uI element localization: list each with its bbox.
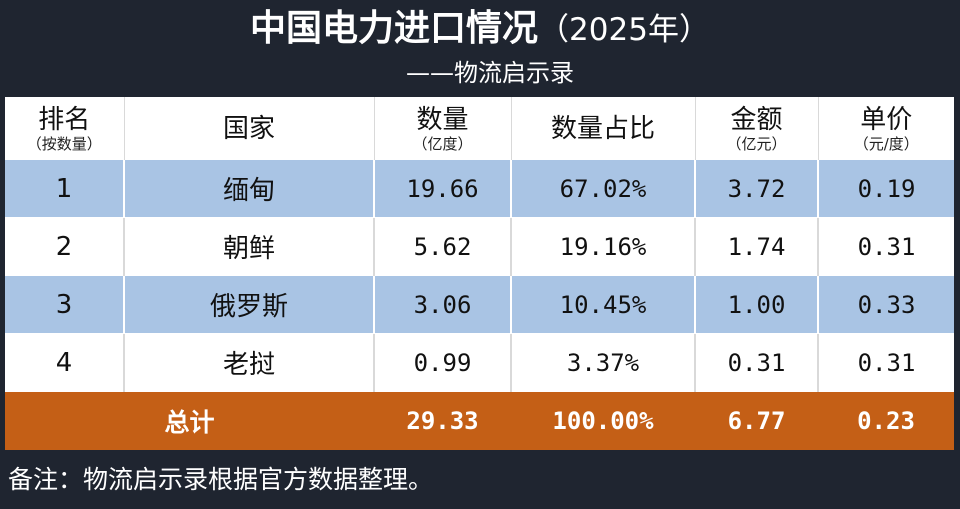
table-row: 2 朝鲜 5.62 19.16% 1.74 0.31 bbox=[5, 217, 954, 276]
cell-rank: 1 bbox=[5, 160, 124, 218]
total-row: 总计 29.33 100.00% 6.77 0.23 bbox=[5, 391, 954, 450]
header-quantity: 数量 （亿度） bbox=[373, 97, 511, 160]
footnote: 备注：物流启示录根据官方数据整理。 bbox=[8, 465, 434, 494]
cell-country: 缅甸 bbox=[123, 160, 374, 218]
cell-country: 俄罗斯 bbox=[123, 275, 374, 334]
cell-amount: 1.74 bbox=[694, 217, 818, 276]
total-share: 100.00% bbox=[511, 391, 695, 450]
total-unit-price: 0.23 bbox=[818, 391, 954, 450]
page-subtitle: ——物流启示录 bbox=[406, 59, 574, 87]
cell-rank: 3 bbox=[5, 275, 124, 334]
header-country: 国家 bbox=[123, 97, 374, 160]
cell-share: 67.02% bbox=[510, 160, 695, 218]
page-title: 中国电力进口情况（2025年） bbox=[0, 6, 960, 53]
total-amount: 6.77 bbox=[695, 391, 818, 450]
cell-quantity: 3.06 bbox=[373, 275, 511, 334]
cell-unit-price: 0.31 bbox=[817, 333, 954, 392]
cell-quantity: 5.62 bbox=[373, 217, 511, 276]
title-year: （2025年） bbox=[538, 12, 710, 48]
cell-quantity: 19.66 bbox=[373, 160, 511, 218]
table-row: 4 老挝 0.99 3.37% 0.31 0.31 bbox=[5, 333, 954, 392]
electricity-import-table: 排名 （按数量） 国家 数量 （亿度） 数量占比 金额 （亿元） 单价 （元/度… bbox=[5, 97, 954, 450]
table-header-row: 排名 （按数量） 国家 数量 （亿度） 数量占比 金额 （亿元） 单价 （元/度… bbox=[5, 97, 954, 160]
cell-unit-price: 0.31 bbox=[817, 217, 954, 276]
cell-rank: 4 bbox=[5, 333, 124, 392]
table-row: 1 缅甸 19.66 67.02% 3.72 0.19 bbox=[5, 160, 954, 218]
cell-amount: 0.31 bbox=[694, 333, 818, 392]
cell-share: 10.45% bbox=[510, 275, 695, 334]
cell-share: 3.37% bbox=[510, 333, 695, 392]
table-row: 3 俄罗斯 3.06 10.45% 1.00 0.33 bbox=[5, 275, 954, 334]
cell-unit-price: 0.19 bbox=[817, 160, 954, 218]
cell-amount: 1.00 bbox=[694, 275, 818, 334]
cell-rank: 2 bbox=[5, 217, 124, 276]
cell-unit-price: 0.33 bbox=[817, 275, 954, 334]
cell-country: 老挝 bbox=[123, 333, 374, 392]
header-share: 数量占比 bbox=[510, 97, 695, 160]
cell-share: 19.16% bbox=[510, 217, 695, 276]
cell-country: 朝鲜 bbox=[123, 217, 374, 276]
header-amount: 金额 （亿元） bbox=[694, 97, 818, 160]
header-unit-price: 单价 （元/度） bbox=[817, 97, 954, 160]
cell-amount: 3.72 bbox=[694, 160, 818, 218]
total-label: 总计 bbox=[5, 391, 374, 450]
header-rank: 排名 （按数量） bbox=[5, 97, 124, 160]
title-main: 中国电力进口情况 bbox=[250, 8, 539, 49]
total-quantity: 29.33 bbox=[374, 391, 511, 450]
cell-quantity: 0.99 bbox=[373, 333, 511, 392]
